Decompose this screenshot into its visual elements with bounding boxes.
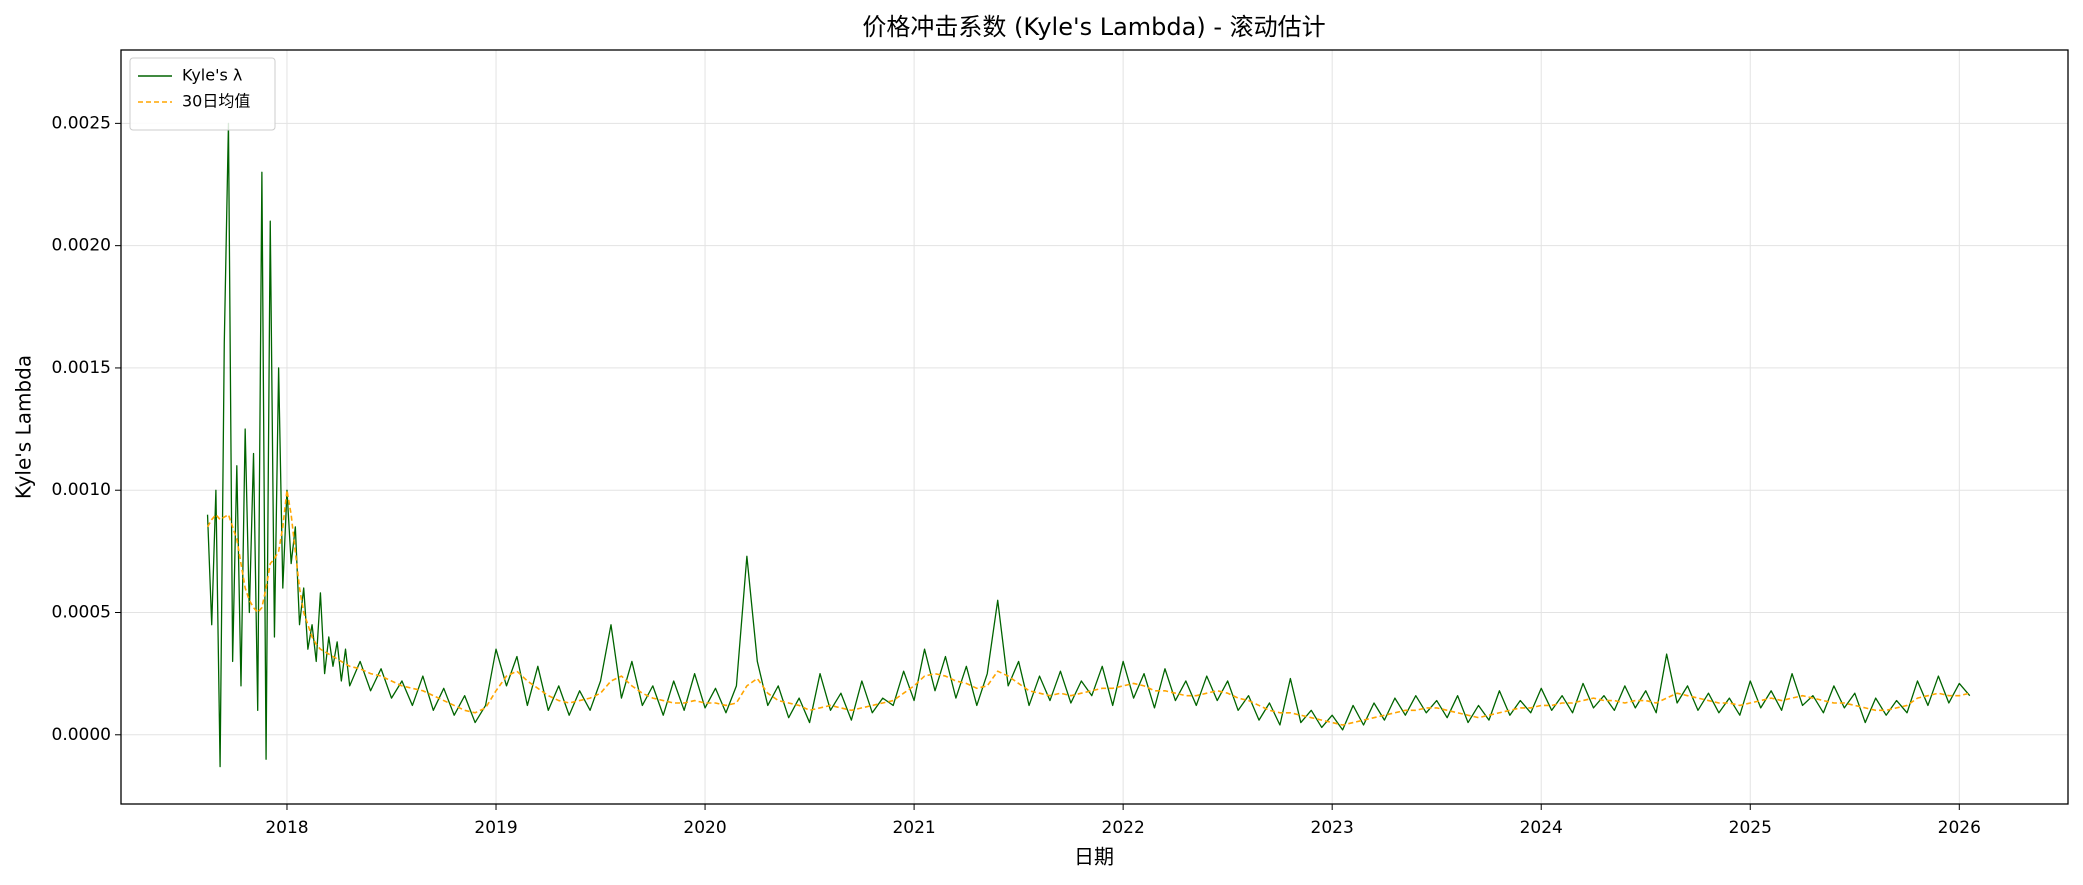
chart-title: 价格冲击系数 (Kyle's Lambda) - 滚动估计 (862, 13, 1325, 41)
x-tick-label: 2020 (683, 818, 726, 838)
x-tick-label: 2026 (1938, 818, 1981, 838)
y-tick-label: 0.0015 (52, 358, 111, 378)
plot-frame (120, 49, 2069, 805)
y-tick-label: 0.0010 (52, 480, 111, 500)
x-tick-label: 2021 (892, 818, 935, 838)
x-tick-label: 2024 (1520, 818, 1563, 838)
data-line (206, 122, 1971, 768)
legend-label: Kyle's λ (182, 66, 242, 85)
legend: Kyle's λ 30日均值 (129, 57, 276, 131)
x-tick-label: 2019 (474, 818, 517, 838)
data-line (206, 489, 1970, 726)
y-tick-label: 0.0005 (52, 603, 111, 623)
y-tick-label: 0.0025 (52, 113, 111, 133)
x-tick-label: 2018 (265, 818, 308, 838)
y-tick-label: 0.0000 (52, 725, 111, 745)
y-axis-label: Kyle's Lambda (12, 355, 36, 499)
x-tick-label: 2025 (1729, 818, 1772, 838)
x-tick-label: 2023 (1311, 818, 1354, 838)
x-tick-label: 2022 (1102, 818, 1145, 838)
x-axis-label: 日期 (1074, 845, 1114, 869)
y-tick-label: 0.0020 (52, 236, 111, 256)
legend-label: 30日均值 (182, 92, 250, 111)
